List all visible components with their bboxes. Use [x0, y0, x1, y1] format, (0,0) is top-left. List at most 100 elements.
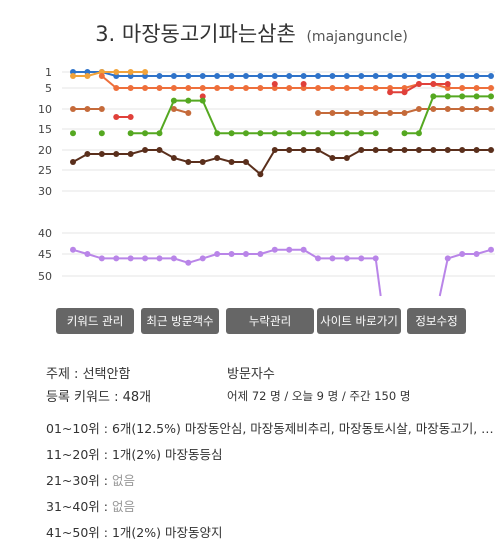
- data-point: [127, 130, 134, 137]
- y-tick-label: 50: [38, 270, 52, 283]
- data-point: [459, 85, 466, 91]
- data-point: [185, 97, 192, 104]
- data-point: [242, 85, 249, 91]
- data-point: [473, 106, 480, 112]
- data-point: [142, 147, 149, 153]
- data-point: [98, 130, 105, 137]
- data-point: [257, 73, 264, 79]
- series-line: [404, 95, 491, 135]
- data-point: [488, 246, 494, 253]
- data-point: [444, 93, 451, 100]
- data-point: [459, 147, 466, 153]
- data-point: [84, 73, 91, 79]
- data-point: [387, 147, 394, 153]
- rank-text: 1개(2%) 마장동양지: [111, 525, 223, 540]
- data-point: [199, 97, 206, 104]
- missing-manage-button[interactable]: 누락관리: [226, 308, 314, 334]
- data-point: [257, 251, 264, 257]
- data-point: [127, 151, 134, 157]
- data-point: [473, 85, 480, 91]
- subject-text: 주제 : 선택안함: [46, 367, 131, 382]
- data-point: [372, 147, 379, 153]
- data-point: [127, 69, 134, 75]
- data-point: [170, 106, 177, 112]
- data-point: [70, 130, 76, 137]
- data-point: [473, 93, 480, 100]
- data-point: [84, 151, 91, 157]
- series-line: [130, 99, 376, 135]
- data-point: [98, 255, 105, 262]
- visitors-label: 방문자수: [227, 367, 275, 382]
- data-point: [185, 110, 192, 116]
- data-point: [127, 255, 134, 262]
- data-point: [300, 147, 307, 153]
- data-point: [242, 251, 249, 257]
- data-point: [142, 255, 149, 262]
- data-point: [488, 73, 494, 79]
- data-point: [315, 73, 322, 79]
- data-point: [242, 73, 249, 79]
- series-drop-line: [438, 258, 449, 297]
- data-point: [372, 73, 379, 79]
- data-point: [329, 255, 336, 262]
- site-title: 3. 마장동고기파는삼촌: [95, 22, 296, 46]
- keyword-count-text: 등록 키워드 : 48개: [46, 390, 152, 405]
- data-point: [98, 73, 105, 79]
- data-point: [315, 130, 322, 137]
- data-point: [401, 85, 408, 91]
- data-point: [387, 110, 394, 116]
- data-point: [372, 85, 379, 91]
- edit-info-button[interactable]: 정보수정: [407, 308, 466, 334]
- data-point: [113, 114, 120, 120]
- data-point: [358, 130, 365, 137]
- data-point: [271, 81, 278, 87]
- recent-visitors-button[interactable]: 최근 방문객수: [141, 308, 219, 334]
- data-point: [170, 155, 177, 161]
- data-point: [343, 85, 350, 91]
- data-point: [387, 73, 394, 79]
- site-shortcut-button[interactable]: 사이트 바로가기: [317, 308, 401, 334]
- rank-range: 01~10위 :: [46, 421, 108, 436]
- data-point: [444, 106, 451, 112]
- data-point: [430, 73, 437, 79]
- data-point: [430, 106, 437, 112]
- y-tick-label: 30: [38, 185, 52, 198]
- data-point: [228, 251, 235, 257]
- data-point: [300, 81, 307, 87]
- data-point: [156, 130, 163, 137]
- data-point: [343, 255, 350, 262]
- data-point: [271, 73, 278, 79]
- y-tick-label: 15: [38, 123, 52, 136]
- data-point: [343, 155, 350, 161]
- keyword-manage-button[interactable]: 키워드 관리: [56, 308, 134, 334]
- series-drop-line: [374, 258, 382, 297]
- data-point: [185, 159, 192, 165]
- data-point: [127, 85, 134, 91]
- data-point: [315, 85, 322, 91]
- data-point: [286, 246, 293, 253]
- data-point: [242, 130, 249, 137]
- data-point: [415, 147, 422, 153]
- y-tick-label: 10: [38, 103, 52, 116]
- visitors-value: 어제 72 명 / 오늘 9 명 / 주간 150 명: [227, 389, 411, 403]
- data-point: [156, 255, 163, 262]
- data-point: [343, 130, 350, 137]
- data-point: [170, 255, 177, 262]
- data-point: [199, 159, 206, 165]
- data-point: [358, 147, 365, 153]
- data-point: [185, 259, 192, 266]
- rank-text: 6개(12.5%) 마장동안심, 마장동제비추리, 마장동토시살, 마장동고기,…: [111, 421, 494, 436]
- data-point: [84, 106, 91, 112]
- data-point: [156, 73, 163, 79]
- data-point: [228, 130, 235, 137]
- data-point: [214, 251, 221, 257]
- y-tick-label: 40: [38, 227, 52, 240]
- data-point: [300, 246, 307, 253]
- data-point: [459, 251, 466, 257]
- data-point: [401, 147, 408, 153]
- data-point: [142, 85, 149, 91]
- data-point: [214, 73, 221, 79]
- data-point: [70, 106, 76, 112]
- data-point: [415, 130, 422, 137]
